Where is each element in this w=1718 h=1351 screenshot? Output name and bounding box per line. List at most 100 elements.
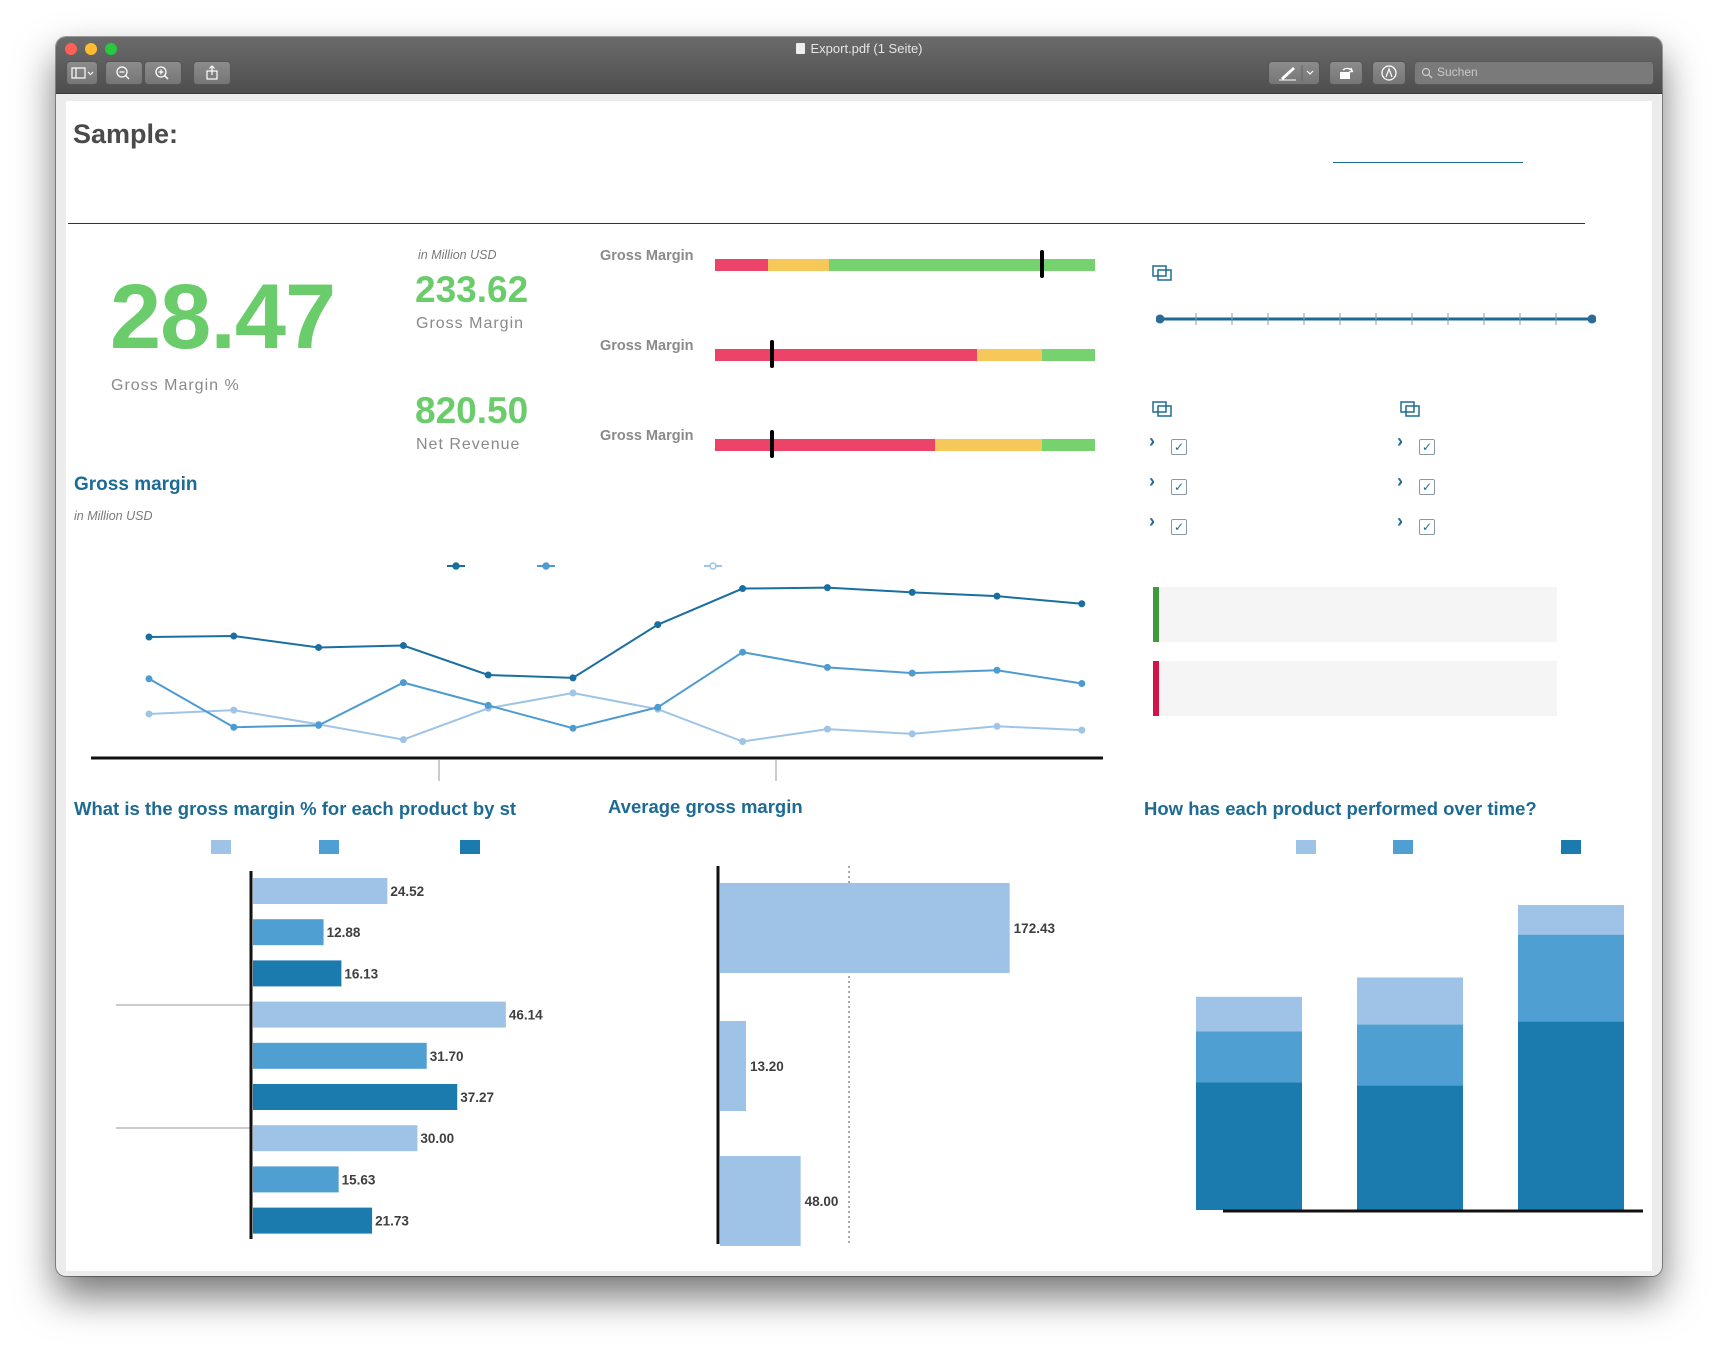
- line-chart-title: Gross margin: [74, 474, 198, 495]
- bullet-marker: [770, 430, 774, 458]
- stacked-bar-segment: [1518, 934, 1624, 1022]
- title-bar: Export.pdf (1 Seite) Suchen: [56, 37, 1662, 94]
- stacked-bar-segment: [1518, 905, 1624, 935]
- annotate-button[interactable]: [1372, 61, 1406, 85]
- bullet-label-3: Gross Margin: [600, 428, 694, 444]
- legend-swatch: [319, 840, 339, 854]
- line-point: [739, 738, 747, 745]
- fullscreen-window-button[interactable]: [105, 43, 117, 55]
- line-point: [739, 648, 747, 656]
- share-icon: [206, 65, 218, 80]
- filter-checkbox[interactable]: ✓: [1171, 479, 1187, 495]
- bar: [253, 878, 388, 904]
- bullet-band: [715, 349, 978, 361]
- filter-copy-icon[interactable]: [1400, 401, 1420, 419]
- bullet-band: [715, 439, 936, 451]
- zoom-in-icon: [155, 66, 169, 80]
- zoom-in-button[interactable]: [144, 61, 182, 85]
- header-divider: [68, 223, 1585, 224]
- line-point: [993, 722, 1001, 730]
- header-accent-line: [1333, 162, 1523, 163]
- kpi-gross-margin-pct-value: 28.47: [110, 266, 336, 368]
- bar-value-label: 46.14: [509, 1008, 543, 1023]
- line-point: [315, 721, 323, 729]
- kpi-gross-margin-label: Gross Margin: [416, 315, 525, 332]
- search-field[interactable]: Suchen: [1414, 61, 1654, 85]
- line-point: [823, 725, 831, 733]
- filter-checkbox[interactable]: ✓: [1419, 519, 1435, 535]
- share-button[interactable]: [193, 61, 231, 85]
- line-point: [654, 703, 662, 711]
- expand-chevron-icon[interactable]: ›: [1397, 471, 1403, 491]
- filter-checkbox[interactable]: ✓: [1171, 519, 1187, 535]
- line-point: [145, 675, 153, 683]
- range-slider-start-handle[interactable]: [1156, 314, 1165, 324]
- legend-swatch: [1296, 840, 1316, 854]
- rotate-button[interactable]: [1329, 61, 1363, 85]
- kpi-gross-margin-pct-label: Gross Margin %: [111, 377, 240, 394]
- expand-chevron-icon[interactable]: ›: [1397, 431, 1403, 451]
- line-point: [145, 710, 153, 718]
- line-point: [569, 689, 577, 697]
- legend-dot: [452, 562, 460, 570]
- legend-swatch: [211, 840, 231, 854]
- bullet-label-1: Gross Margin: [600, 248, 694, 264]
- expand-chevron-icon[interactable]: ›: [1149, 431, 1155, 451]
- line-point: [399, 736, 407, 744]
- close-window-button[interactable]: [65, 43, 77, 55]
- legend-swatch: [1393, 840, 1413, 854]
- filter-copy-icon[interactable]: [1152, 401, 1172, 419]
- page-title: Sample:: [73, 119, 179, 149]
- zoom-out-icon: [116, 66, 130, 80]
- bullet-band: [715, 259, 769, 271]
- sidebar-toggle-button[interactable]: [66, 61, 98, 85]
- range-slider[interactable]: [1156, 310, 1596, 330]
- stacked-chart-title: How has each product performed over time…: [1144, 798, 1537, 819]
- minimize-window-button[interactable]: [85, 43, 97, 55]
- rotate-icon: [1340, 67, 1354, 79]
- line-point: [230, 632, 238, 640]
- stacked-bar-segment: [1357, 1024, 1463, 1086]
- zoom-out-button[interactable]: [105, 61, 143, 85]
- bar-value-label: 16.13: [344, 966, 378, 981]
- expand-chevron-icon[interactable]: ›: [1397, 511, 1403, 531]
- status-indicator-green: [1153, 587, 1159, 642]
- legend-swatch: [1561, 840, 1581, 854]
- bullet-bar-2: [715, 340, 1095, 368]
- expand-chevron-icon[interactable]: ›: [1149, 511, 1155, 531]
- stacked-bar-segment: [1357, 977, 1463, 1025]
- line-series: [148, 651, 1082, 730]
- bullet-bar-3: [715, 430, 1095, 458]
- pen-icon: [1279, 65, 1314, 81]
- window-title: Export.pdf (1 Seite): [56, 41, 1662, 56]
- filter-copy-icon[interactable]: [1152, 265, 1172, 283]
- bar-value-label: 30.00: [420, 1131, 454, 1146]
- bar: [253, 1001, 506, 1028]
- stacked-bar-segment: [1196, 1082, 1302, 1210]
- bar-value-label: 24.52: [390, 884, 424, 899]
- bar: [253, 1166, 339, 1193]
- line-point: [823, 584, 831, 592]
- bar: [253, 1125, 418, 1152]
- product-performance-stacked-chart: [1196, 840, 1643, 1213]
- line-point: [823, 663, 831, 671]
- range-slider-end-handle[interactable]: [1587, 314, 1597, 324]
- kpi-net-revenue-value: 820.50: [415, 390, 529, 431]
- gross-margin-line-chart: [91, 562, 1103, 781]
- bullet-band: [977, 349, 1042, 361]
- bar-value-label: 31.70: [430, 1049, 464, 1064]
- bar: [253, 1207, 373, 1234]
- line-point: [484, 701, 492, 709]
- filter-checkbox[interactable]: ✓: [1171, 439, 1187, 455]
- markup-button[interactable]: [1268, 61, 1320, 85]
- kpi-unit-note: in Million USD: [418, 248, 497, 262]
- filter-checkbox[interactable]: ✓: [1419, 439, 1435, 455]
- document-icon: [795, 43, 805, 54]
- filter-checkbox[interactable]: ✓: [1419, 479, 1435, 495]
- status-card-positive: [1153, 587, 1557, 642]
- line-point: [1078, 600, 1086, 608]
- bullet-bar-1: [715, 250, 1095, 278]
- expand-chevron-icon[interactable]: ›: [1149, 471, 1155, 491]
- stacked-bar-segment: [1196, 1031, 1302, 1083]
- line-point: [908, 588, 916, 596]
